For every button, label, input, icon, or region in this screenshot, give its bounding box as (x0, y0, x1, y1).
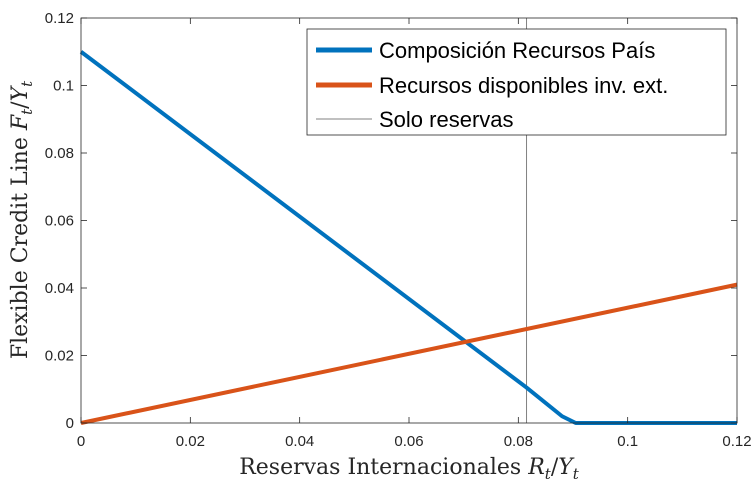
x-tick-label: 0.02 (176, 433, 205, 450)
y-tick-label: 0.02 (45, 348, 74, 365)
y-tick-label: 0.06 (45, 213, 74, 230)
legend-label-recursos: Recursos disponibles inv. ext. (379, 73, 668, 98)
y-tick-label: 0 (66, 415, 74, 432)
y-tick-label: 0.08 (45, 145, 74, 162)
x-tick-label: 0.06 (394, 433, 423, 450)
y-tick-label: 0.04 (45, 280, 74, 297)
legend: Composición Recursos País Recursos dispo… (306, 28, 727, 136)
x-tick-label: 0.12 (722, 433, 751, 450)
x-axis-label: Reservas Internacionales Rt/Yt (239, 455, 580, 483)
legend-label-composicion: Composición Recursos País (379, 38, 655, 63)
ticks-layer: 0 0.02 0.04 0.06 0.08 0.1 0.12 0 0.02 0.04 0.06 0.0… (45, 10, 752, 450)
legend-label-solo-reservas: Solo reservas (379, 107, 514, 132)
x-tick-label: 0.04 (285, 433, 314, 450)
series-line-1 (80, 282, 738, 425)
y-tick-label: 0.12 (45, 10, 74, 27)
x-tick-label: 0 (77, 433, 85, 450)
x-tick-label: 0.1 (617, 433, 638, 450)
y-axis-label: Flexible Credit Line Ft/Yt (8, 80, 36, 359)
x-tick-label: 0.08 (504, 433, 533, 450)
legend-box (306, 28, 727, 136)
y-tick-label: 0.1 (53, 78, 74, 95)
